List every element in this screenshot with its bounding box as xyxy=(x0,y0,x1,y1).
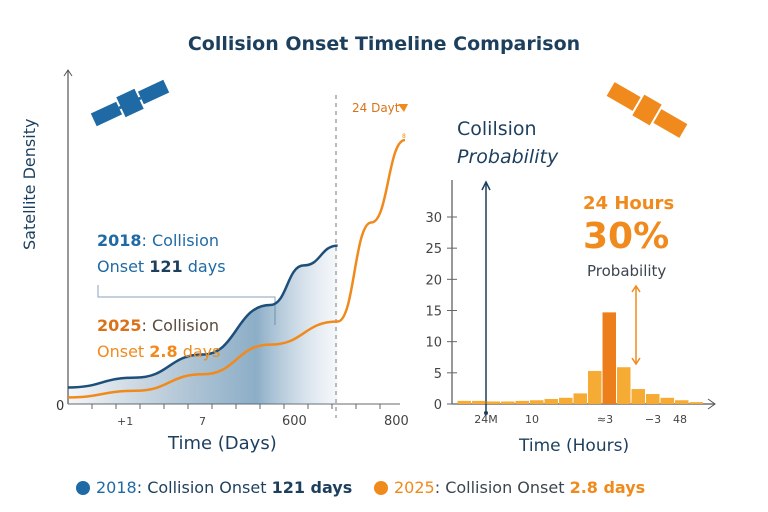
right-y-tick-label: 0 xyxy=(434,398,442,413)
bar xyxy=(472,400,486,404)
legend-dot-icon xyxy=(374,480,388,495)
marker-triangle-icon xyxy=(398,104,408,112)
right-y-tick-label: 15 xyxy=(425,305,442,320)
left-y-axis-label: Satellite Density xyxy=(20,118,39,250)
left-x-tick-label: 600 xyxy=(282,414,307,429)
legend-dot-icon xyxy=(76,480,90,495)
right-x-axis-label: Time (Hours) xyxy=(519,436,630,456)
bar xyxy=(486,401,500,404)
svg-text:8: 8 xyxy=(402,133,406,140)
bar xyxy=(530,400,544,404)
right-y-tick-label: 30 xyxy=(425,211,442,226)
bar xyxy=(588,370,602,404)
bar xyxy=(675,400,689,404)
bar xyxy=(573,393,587,404)
callout-hours: 24 Hours xyxy=(583,193,675,214)
right-x-tick-label: 24M xyxy=(474,413,498,426)
right-x-tick-label: ≈3 xyxy=(597,413,613,426)
bar xyxy=(660,397,674,404)
left-x-tick-label: +1 xyxy=(117,415,133,428)
bar xyxy=(457,400,471,404)
left-y-tick-0: 0 xyxy=(56,399,64,414)
density-fill xyxy=(68,245,338,404)
satellite-icon-orange xyxy=(606,82,688,138)
legend-item-2018: 2018: Collision Onset 121 days xyxy=(76,478,352,497)
right-x-tick-label: 48 xyxy=(673,413,687,426)
legend-item-2025: 2025: Collision Onset 2.8 days xyxy=(374,478,645,497)
bar xyxy=(515,400,529,404)
chart-title: Collision Onset Timeline Comparison xyxy=(187,33,581,55)
callout-percent: 30% xyxy=(583,216,670,257)
right-y-tick-label: 25 xyxy=(425,242,442,257)
callout-label: Probability xyxy=(587,262,667,280)
annotation-2018: 2018: Collision Onset 121 days xyxy=(97,231,226,276)
right-chart-title: Colilsion Probability xyxy=(457,118,559,168)
bar xyxy=(631,389,645,404)
bar xyxy=(602,312,616,404)
right-x-axis-arrow xyxy=(707,398,716,410)
bar xyxy=(559,397,573,404)
bar xyxy=(544,399,558,404)
right-x-tick-label: −3 xyxy=(645,413,661,426)
bar xyxy=(689,402,703,404)
marker-label: 24 Dayt xyxy=(352,101,400,115)
left-x-axis-label: Time (Days) xyxy=(168,433,277,454)
right-x-tick-label: 10 xyxy=(525,413,539,426)
series-line-2018 xyxy=(67,244,338,389)
right-y-tick-label: 20 xyxy=(425,273,442,288)
left-x-tick-label: 7 xyxy=(199,415,206,428)
left-y-axis-arrow xyxy=(63,69,73,77)
bar xyxy=(617,367,631,404)
right-y-tick-label: 10 xyxy=(425,336,442,351)
satellite-icon-blue xyxy=(90,79,170,127)
right-y-tick-label: 5 xyxy=(434,367,442,382)
series-line-2025 xyxy=(67,138,406,399)
bar xyxy=(646,394,660,404)
left-x-tick-label: 800 xyxy=(384,414,409,429)
annotation-2025: 2025: Collision Onset 2.8 days xyxy=(97,316,221,361)
bar xyxy=(501,401,515,404)
